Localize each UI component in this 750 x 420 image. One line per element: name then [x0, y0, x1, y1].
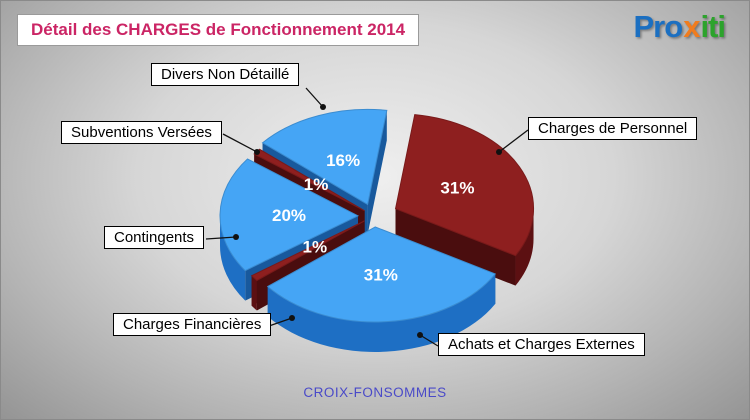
slice-rim-wall — [251, 275, 257, 311]
label-connector — [222, 133, 258, 153]
label-connector — [268, 317, 293, 327]
slice-label-charges-financieres: Charges Financières — [113, 313, 272, 336]
slice-rim-wall — [220, 215, 246, 301]
connector-dot — [289, 315, 295, 321]
label-connector — [305, 87, 324, 108]
slice-edge-wall — [395, 208, 516, 286]
logo-part-x: x — [683, 9, 700, 44]
connector-dot — [320, 104, 326, 110]
slice-percent-label: 1% — [304, 175, 329, 194]
slice-percent-label: 16% — [326, 151, 360, 170]
slice-top — [266, 226, 497, 323]
slice-percent-label: 31% — [440, 179, 474, 198]
page-title: Détail des CHARGES de Fonctionnement 201… — [17, 14, 420, 46]
slice-percent-label: 31% — [364, 265, 398, 284]
slice-label-charges-de-personnel: Charges de Personnel — [528, 117, 698, 140]
label-connector — [498, 129, 529, 153]
slice-rim-wall — [515, 208, 534, 286]
label-connectors — [205, 87, 529, 347]
slice-top — [261, 108, 388, 206]
connector-dot — [254, 149, 260, 155]
logo-part-pro: Pro — [633, 9, 684, 44]
commune-name: CROIX-FONSOMMES — [303, 385, 447, 400]
slice-top — [250, 220, 365, 282]
logo-part-iti: iti — [700, 9, 726, 44]
slice-rim-wall — [267, 273, 496, 352]
slice-label-contingents: Contingents — [104, 226, 205, 249]
slice-label-subventions-versees: Subventions Versées — [61, 121, 222, 144]
pie-chart: 31% 31% 1% 20% 1% 16% — [219, 108, 534, 352]
connector-dot — [417, 332, 423, 338]
slice-top — [219, 158, 360, 272]
slice-percent-label: 20% — [272, 206, 306, 225]
connector-dot — [233, 234, 239, 240]
slice-edge-wall — [367, 110, 387, 235]
slice-percent-label: 1% — [303, 238, 328, 257]
connector-dot — [496, 149, 502, 155]
slice-label-divers-non-detaille: Divers Non Détaillé — [151, 63, 300, 86]
proxiti-logo: Proxiti — [634, 9, 726, 45]
slice-label-achats-et-charges-externes: Achats et Charges Externes — [438, 333, 645, 356]
label-connector — [205, 236, 237, 240]
label-connector — [419, 334, 439, 347]
